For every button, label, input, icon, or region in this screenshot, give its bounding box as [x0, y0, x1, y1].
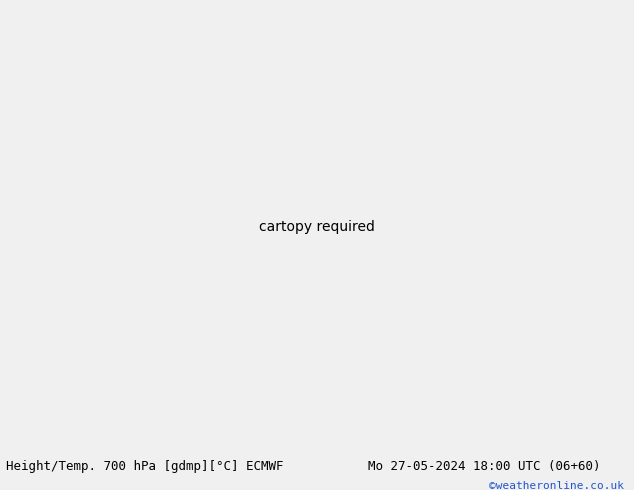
- Text: Height/Temp. 700 hPa [gdmp][°C] ECMWF: Height/Temp. 700 hPa [gdmp][°C] ECMWF: [6, 460, 284, 473]
- Text: ©weatheronline.co.uk: ©weatheronline.co.uk: [489, 481, 624, 490]
- Text: cartopy required: cartopy required: [259, 220, 375, 234]
- Text: Mo 27-05-2024 18:00 UTC (06+60): Mo 27-05-2024 18:00 UTC (06+60): [368, 460, 600, 473]
